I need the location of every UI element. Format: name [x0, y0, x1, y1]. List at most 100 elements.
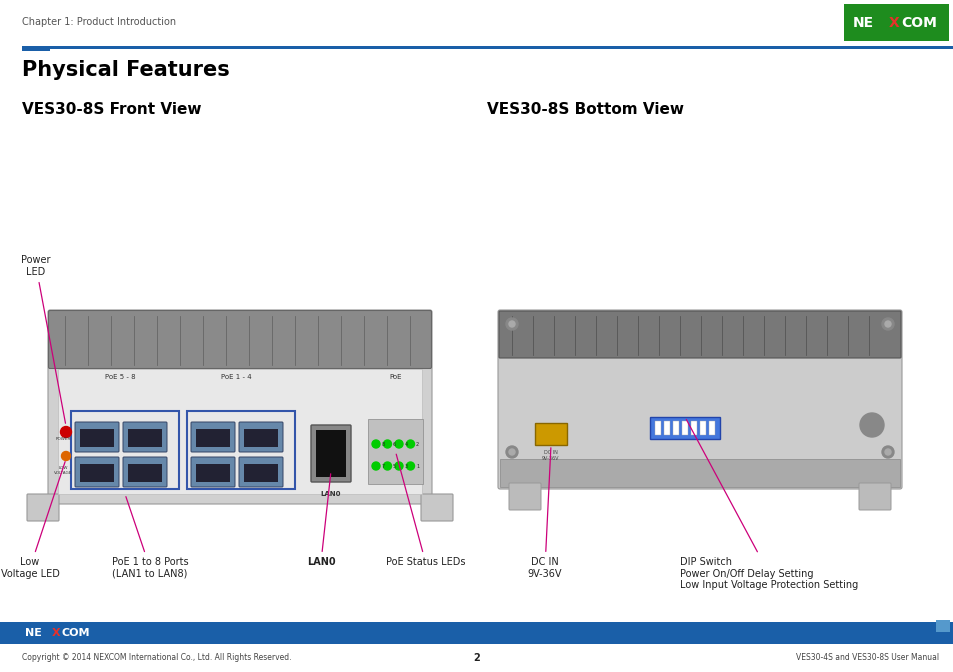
Circle shape: [859, 413, 883, 437]
Circle shape: [882, 318, 893, 330]
Text: LOW
VOLTAGE: LOW VOLTAGE: [53, 466, 72, 474]
Text: VES30-4S and VES30-8S User Manual: VES30-4S and VES30-8S User Manual: [795, 653, 938, 663]
Bar: [71, 411, 179, 489]
Text: 6: 6: [393, 442, 395, 446]
Bar: [655, 421, 660, 435]
Text: COM: COM: [901, 15, 937, 30]
FancyBboxPatch shape: [49, 310, 431, 368]
Text: DC IN
9V-36V: DC IN 9V-36V: [541, 450, 559, 461]
Bar: [672, 421, 679, 435]
Bar: [935, 620, 949, 632]
FancyBboxPatch shape: [239, 422, 283, 452]
Bar: [80, 464, 113, 482]
Text: Low
Voltage LED: Low Voltage LED: [1, 462, 65, 579]
Text: VES30-8S Front View: VES30-8S Front View: [22, 102, 201, 117]
Bar: [368, 419, 422, 484]
Text: PoE: PoE: [389, 374, 401, 380]
Text: 2: 2: [416, 442, 418, 446]
Text: PoE 5 - 8: PoE 5 - 8: [105, 374, 135, 380]
Bar: [499, 459, 899, 487]
Circle shape: [60, 427, 71, 437]
Text: NE: NE: [25, 628, 42, 638]
Text: 5: 5: [393, 464, 395, 468]
Circle shape: [395, 440, 402, 448]
Circle shape: [509, 321, 515, 327]
Bar: [535, 423, 566, 445]
Bar: [935, 632, 949, 640]
Text: DC IN
9V-36V: DC IN 9V-36V: [527, 448, 561, 579]
Bar: [128, 464, 162, 482]
Text: COM: COM: [62, 628, 91, 638]
Bar: [315, 430, 346, 477]
Bar: [195, 464, 230, 482]
Circle shape: [884, 449, 890, 455]
Circle shape: [406, 440, 414, 448]
Text: POWER: POWER: [55, 437, 71, 441]
Circle shape: [882, 446, 893, 458]
Circle shape: [383, 440, 391, 448]
FancyBboxPatch shape: [48, 310, 432, 504]
Text: 8: 8: [381, 442, 384, 446]
Bar: [22, 46, 953, 48]
FancyBboxPatch shape: [75, 457, 119, 487]
Bar: [195, 429, 230, 447]
Text: LAN0: LAN0: [320, 491, 341, 497]
FancyBboxPatch shape: [498, 311, 900, 358]
Bar: [708, 421, 714, 435]
Bar: [681, 421, 687, 435]
FancyBboxPatch shape: [191, 457, 234, 487]
Bar: [187, 411, 294, 489]
Bar: [22, 46, 50, 51]
Bar: [843, 4, 948, 41]
Bar: [663, 421, 669, 435]
FancyBboxPatch shape: [858, 483, 890, 510]
Bar: [0, 622, 953, 644]
Bar: [244, 429, 277, 447]
Circle shape: [372, 440, 379, 448]
Text: 2: 2: [473, 653, 480, 663]
Bar: [690, 421, 697, 435]
Text: Chapter 1: Product Introduction: Chapter 1: Product Introduction: [22, 17, 176, 27]
FancyBboxPatch shape: [239, 457, 283, 487]
FancyBboxPatch shape: [509, 483, 540, 510]
Bar: [128, 429, 162, 447]
Text: 7: 7: [381, 464, 384, 468]
FancyBboxPatch shape: [191, 422, 234, 452]
Text: PoE 1 to 8 Ports
(LAN1 to LAN8): PoE 1 to 8 Ports (LAN1 to LAN8): [112, 497, 188, 579]
Text: 3: 3: [404, 464, 407, 468]
Bar: [0, 0, 953, 45]
Text: X: X: [52, 628, 61, 638]
Circle shape: [395, 462, 402, 470]
FancyBboxPatch shape: [75, 422, 119, 452]
FancyBboxPatch shape: [27, 494, 59, 521]
Text: DIP Switch
Power On/Off Delay Setting
Low Input Voltage Protection Setting: DIP Switch Power On/Off Delay Setting Lo…: [679, 419, 858, 590]
Bar: [0, 644, 953, 672]
Circle shape: [61, 452, 71, 460]
Bar: [700, 421, 705, 435]
Text: VES30-8S Bottom View: VES30-8S Bottom View: [486, 102, 682, 117]
Circle shape: [372, 462, 379, 470]
Circle shape: [406, 462, 414, 470]
Bar: [80, 429, 113, 447]
FancyBboxPatch shape: [123, 422, 167, 452]
Text: 1: 1: [416, 464, 418, 468]
FancyBboxPatch shape: [497, 310, 901, 489]
Circle shape: [509, 449, 515, 455]
Circle shape: [505, 446, 517, 458]
Text: 4: 4: [404, 442, 407, 446]
Circle shape: [505, 318, 517, 330]
Text: NE: NE: [852, 15, 873, 30]
Bar: [58, 369, 421, 494]
Bar: [649, 417, 720, 439]
Text: PoE 1 - 4: PoE 1 - 4: [220, 374, 251, 380]
Text: PoE Status LEDs: PoE Status LEDs: [385, 454, 465, 567]
Circle shape: [884, 321, 890, 327]
FancyBboxPatch shape: [420, 494, 453, 521]
Text: Physical Features: Physical Features: [22, 60, 230, 80]
Text: Power
LED: Power LED: [21, 255, 66, 423]
Bar: [244, 464, 277, 482]
Circle shape: [383, 462, 391, 470]
FancyBboxPatch shape: [311, 425, 351, 482]
Text: Copyright © 2014 NEXCOM International Co., Ltd. All Rights Reserved.: Copyright © 2014 NEXCOM International Co…: [22, 653, 292, 663]
Text: LAN0: LAN0: [306, 474, 335, 567]
